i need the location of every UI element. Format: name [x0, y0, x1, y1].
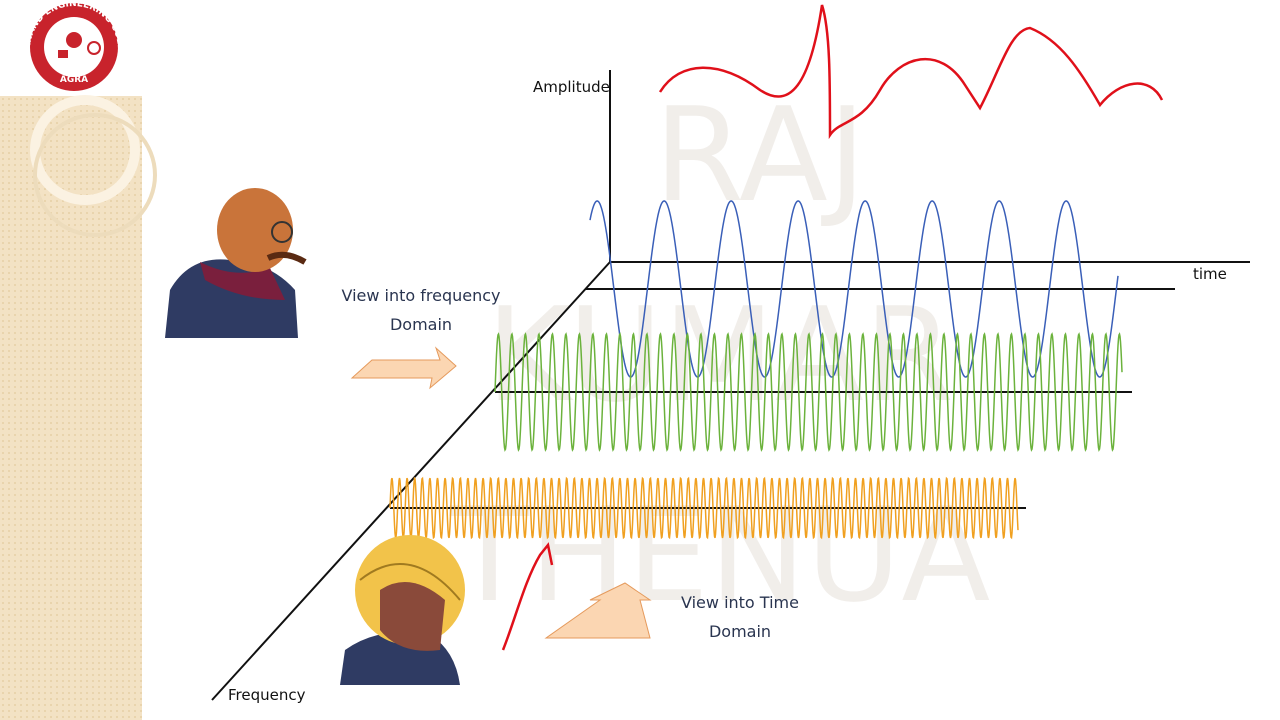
frequency-view-caption: Domain — [390, 315, 452, 334]
sine-wave — [389, 476, 1019, 540]
watermark-line: RAJ — [654, 79, 866, 231]
arrow-right — [350, 346, 457, 390]
amplitude-label: Amplitude — [533, 78, 610, 96]
logo: ANAND ENGINEERING COLLEGE AGRA — [0, 0, 125, 91]
time-view-caption: Domain — [709, 622, 771, 641]
arrow-up — [544, 582, 652, 639]
watermark: RAJ KUMAR THENUA — [449, 79, 991, 631]
time-label: time — [1193, 265, 1227, 283]
sketch-waveform — [658, 4, 1164, 140]
frequency-label: Frequency — [228, 686, 306, 704]
time-view-caption: View into Time — [681, 593, 799, 612]
decor-ring — [33, 113, 157, 237]
frequency-view-caption: View into frequency — [341, 286, 500, 305]
sketch-arrow — [501, 542, 554, 651]
decor-ring — [30, 95, 140, 205]
person-frequency — [165, 188, 307, 338]
waves — [389, 200, 1123, 540]
sine-wave — [494, 332, 1123, 452]
person-time — [340, 535, 465, 685]
logo-city: AGRA — [60, 75, 88, 85]
sine-wave — [589, 200, 1119, 378]
